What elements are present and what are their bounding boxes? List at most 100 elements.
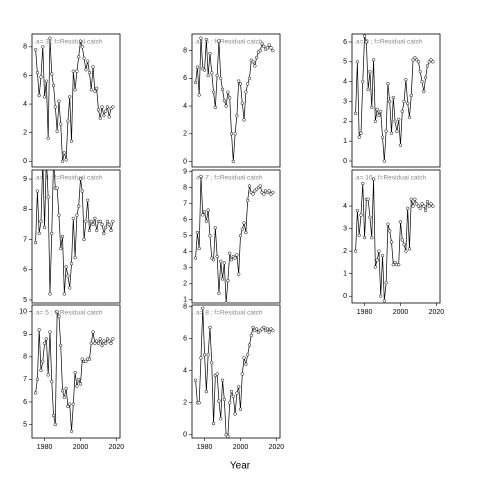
data-point	[231, 159, 235, 164]
data-point	[393, 119, 397, 123]
data-point	[48, 292, 52, 296]
data-point	[73, 88, 77, 92]
data-point	[423, 76, 428, 80]
panel-frame	[191, 169, 281, 304]
data-point	[229, 258, 234, 262]
data-point	[247, 76, 252, 80]
data-point	[219, 259, 223, 263]
data-point	[388, 99, 392, 104]
data-point	[71, 216, 75, 221]
data-point	[62, 151, 66, 155]
data-point	[109, 341, 113, 345]
data-point	[84, 359, 88, 364]
data-point	[66, 119, 70, 123]
data-point	[388, 229, 392, 233]
y-tick-label: 2	[23, 130, 27, 137]
data-point	[377, 249, 381, 253]
y-tick-label: 6	[343, 39, 347, 46]
y-tick-label: 2	[183, 281, 187, 288]
panel-title: a= 5 ; f=Residual catch	[36, 310, 103, 317]
data-point	[429, 58, 433, 62]
y-tick-label: 6	[23, 72, 27, 79]
panel-frame	[31, 33, 121, 168]
data-point	[211, 421, 216, 426]
data-point	[220, 87, 225, 92]
data-point	[37, 93, 41, 98]
data-point	[226, 434, 230, 438]
y-tick-label: 0	[343, 293, 347, 300]
data-point	[84, 68, 88, 72]
data-point	[255, 327, 259, 331]
y-tick-label: 8	[183, 47, 187, 54]
data-point	[197, 93, 201, 97]
data-point	[373, 119, 377, 123]
data-point	[373, 265, 377, 269]
data-point	[77, 204, 81, 208]
series-line	[195, 176, 274, 303]
data-point	[222, 397, 226, 402]
data-point	[224, 104, 228, 108]
x-tick-label: 1980	[37, 444, 53, 451]
x-tick-label: 2000	[393, 309, 409, 316]
data-point	[37, 231, 41, 236]
data-point	[233, 256, 237, 260]
data-point	[73, 370, 77, 375]
data-point	[204, 389, 209, 394]
data-point	[73, 256, 77, 260]
data-point	[78, 39, 83, 43]
data-point	[361, 181, 365, 186]
data-point	[59, 343, 63, 348]
data-point	[418, 70, 422, 74]
data-point	[199, 174, 203, 179]
data-point	[89, 88, 93, 92]
data-point	[55, 129, 59, 133]
panel: a= 6 ; f=Residual catch 0 2 4 6 8	[183, 33, 281, 168]
data-point	[362, 235, 367, 240]
data-point	[103, 225, 108, 230]
data-point	[368, 215, 372, 219]
data-point	[39, 75, 43, 79]
data-point	[404, 249, 408, 253]
data-point	[102, 231, 106, 236]
data-point	[93, 341, 97, 345]
data-point	[371, 177, 376, 181]
series-line	[195, 308, 274, 438]
data-point	[50, 379, 54, 384]
data-point	[418, 206, 422, 210]
data-point	[93, 89, 97, 93]
data-point	[64, 158, 68, 162]
data-point	[78, 382, 83, 386]
data-point	[400, 238, 404, 242]
data-point	[431, 60, 435, 64]
data-point	[415, 58, 419, 62]
data-point	[247, 184, 252, 188]
panel: a= 3 ; f=Residual catch 0 2 4 6 8	[23, 33, 121, 168]
data-point	[235, 391, 239, 395]
data-point	[210, 361, 214, 365]
data-point	[60, 234, 65, 239]
data-point	[215, 254, 219, 259]
data-point	[48, 36, 52, 40]
x-tick-label: 2020	[109, 444, 125, 451]
data-point	[98, 116, 102, 121]
data-point	[242, 118, 246, 122]
y-tick-label: 0	[343, 158, 347, 165]
y-tick-label: 3	[343, 225, 347, 232]
panel-title: a= 8 ; f=Residual catch	[196, 310, 263, 317]
data-point	[371, 58, 376, 62]
data-point	[51, 413, 56, 418]
data-point	[400, 109, 404, 114]
data-point	[386, 81, 390, 86]
data-point	[91, 222, 95, 227]
y-tick-label: 6	[23, 267, 27, 274]
y-tick-label: 9	[23, 331, 27, 338]
data-point	[71, 69, 75, 73]
data-point	[96, 341, 101, 345]
data-point	[80, 189, 84, 193]
data-point	[41, 359, 45, 364]
data-point	[402, 99, 406, 104]
data-point	[53, 422, 57, 427]
data-point	[423, 208, 428, 213]
data-point	[389, 240, 394, 244]
y-tick-label: 4	[183, 368, 187, 375]
